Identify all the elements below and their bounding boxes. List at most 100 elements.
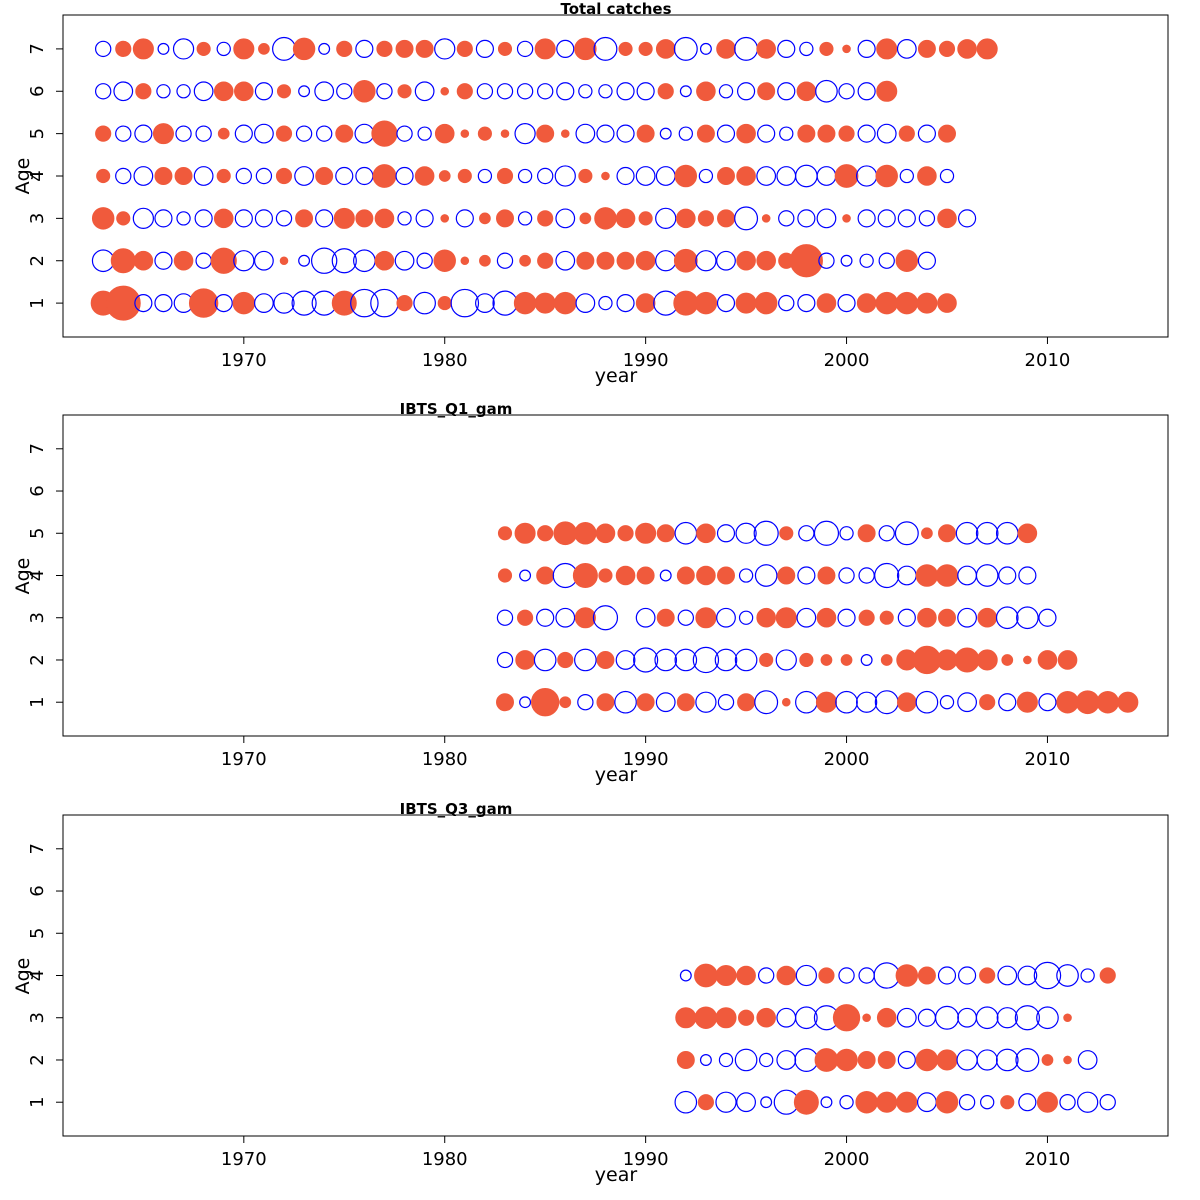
residual-bubble [396, 295, 413, 312]
residual-bubble [455, 209, 474, 228]
residual-bubble [695, 691, 717, 713]
residual-bubble [817, 566, 836, 585]
residual-bubble [838, 967, 855, 984]
residual-bubble [876, 38, 898, 60]
residual-bubble [957, 692, 977, 713]
residual-bubble [776, 1050, 797, 1070]
residual-bubble [880, 654, 893, 666]
x-tick-label: 2000 [824, 1149, 870, 1170]
y-tick-label: 1 [27, 1096, 48, 1107]
residual-bubble [679, 85, 692, 98]
residual-bubble [995, 606, 1019, 630]
residual-bubble [578, 168, 593, 184]
residual-bubble [1018, 566, 1037, 585]
y-tick-label: 4 [27, 170, 48, 181]
residual-bubble [655, 207, 677, 230]
axis-ticks: 1970 1980 1990 2000 2010 1 2 3 4 5 6 7 [27, 43, 1070, 371]
residual-bubble [676, 566, 695, 585]
residual-bubble [975, 1006, 999, 1030]
x-tick-label: 1990 [623, 1149, 669, 1170]
residual-bubble [635, 250, 656, 271]
residual-bubble [674, 1090, 698, 1114]
residual-bubble [1036, 1091, 1058, 1113]
y-tick-label: 5 [27, 528, 48, 539]
residual-bubble [673, 248, 698, 273]
residual-bubble [636, 82, 655, 101]
residual-bubble [938, 124, 956, 143]
residual-bubble [1023, 655, 1032, 665]
residual-bubble [655, 692, 676, 713]
residual-bubble [496, 252, 514, 269]
residual-bubble [917, 166, 937, 186]
residual-bubble [355, 39, 374, 58]
residual-bubble [254, 82, 273, 101]
residual-bubble [354, 123, 375, 144]
y-tick-label: 4 [27, 570, 48, 581]
residual-bubble [110, 248, 136, 274]
residual-bubble [781, 697, 791, 707]
residual-bubble [156, 84, 171, 99]
residual-bubble [615, 565, 636, 586]
residual-bubble [235, 167, 253, 185]
residual-bubble [1037, 650, 1058, 670]
residual-bubble [819, 41, 834, 56]
residual-bubble [355, 209, 374, 228]
residual-bubble [233, 250, 255, 272]
residual-bubble [734, 1048, 758, 1072]
residual-bubble [331, 248, 357, 274]
residual-bubble [759, 1052, 774, 1068]
bubble-markers [496, 520, 1139, 717]
residual-bubble [736, 123, 756, 144]
residual-bubble [94, 40, 112, 58]
residual-bubble [779, 126, 794, 141]
residual-bubble [878, 252, 895, 269]
residual-bubble [635, 607, 656, 628]
residual-bubble [918, 210, 936, 227]
residual-bubble [1038, 608, 1057, 627]
residual-bubble [636, 693, 655, 712]
x-tick-label: 2010 [1025, 749, 1071, 770]
residual-bubble [497, 568, 513, 583]
residual-bubble [598, 295, 613, 311]
residual-bubble [879, 610, 894, 625]
residual-bubble [818, 967, 835, 984]
residual-bubble [935, 1090, 959, 1114]
residual-bubble [1001, 654, 1014, 666]
residual-bubble [717, 209, 735, 228]
residual-bubble [115, 125, 132, 142]
residual-bubble [896, 565, 917, 586]
residual-bubble [616, 294, 635, 313]
residual-bubble [395, 39, 414, 58]
residual-bubble [275, 167, 293, 185]
residual-bubble [977, 607, 997, 628]
residual-bubble [292, 37, 316, 61]
residual-bubble [1016, 691, 1038, 713]
x-tick-label: 2010 [1025, 350, 1071, 371]
residual-bubble [938, 40, 956, 57]
residual-bubble [595, 523, 616, 544]
residual-bubble [492, 290, 518, 316]
residual-bubble [697, 210, 714, 227]
residual-bubble [460, 129, 470, 138]
residual-bubble [216, 41, 231, 57]
x-tick-label: 1970 [221, 350, 267, 371]
axis-ticks: 1970 1980 1990 2000 2010 1 2 3 4 5 6 7 [27, 443, 1070, 770]
residual-bubble [757, 124, 776, 143]
residual-bubble [374, 208, 395, 229]
residual-bubble [839, 1095, 854, 1110]
residual-bubble [938, 608, 956, 627]
residual-bubble [838, 83, 855, 100]
residual-bubble [797, 124, 816, 143]
residual-bubble [234, 209, 253, 228]
residual-bubble [917, 39, 936, 58]
residual-bubble [173, 250, 194, 271]
residual-bubble [760, 1096, 773, 1109]
residual-bubble [635, 293, 656, 313]
residual-bubble [1041, 1054, 1054, 1066]
residual-bubble [737, 82, 756, 101]
y-tick-label: 1 [27, 297, 48, 308]
residual-bubble [694, 1006, 718, 1029]
residual-bubble [838, 125, 855, 142]
residual-bubble [874, 690, 899, 715]
